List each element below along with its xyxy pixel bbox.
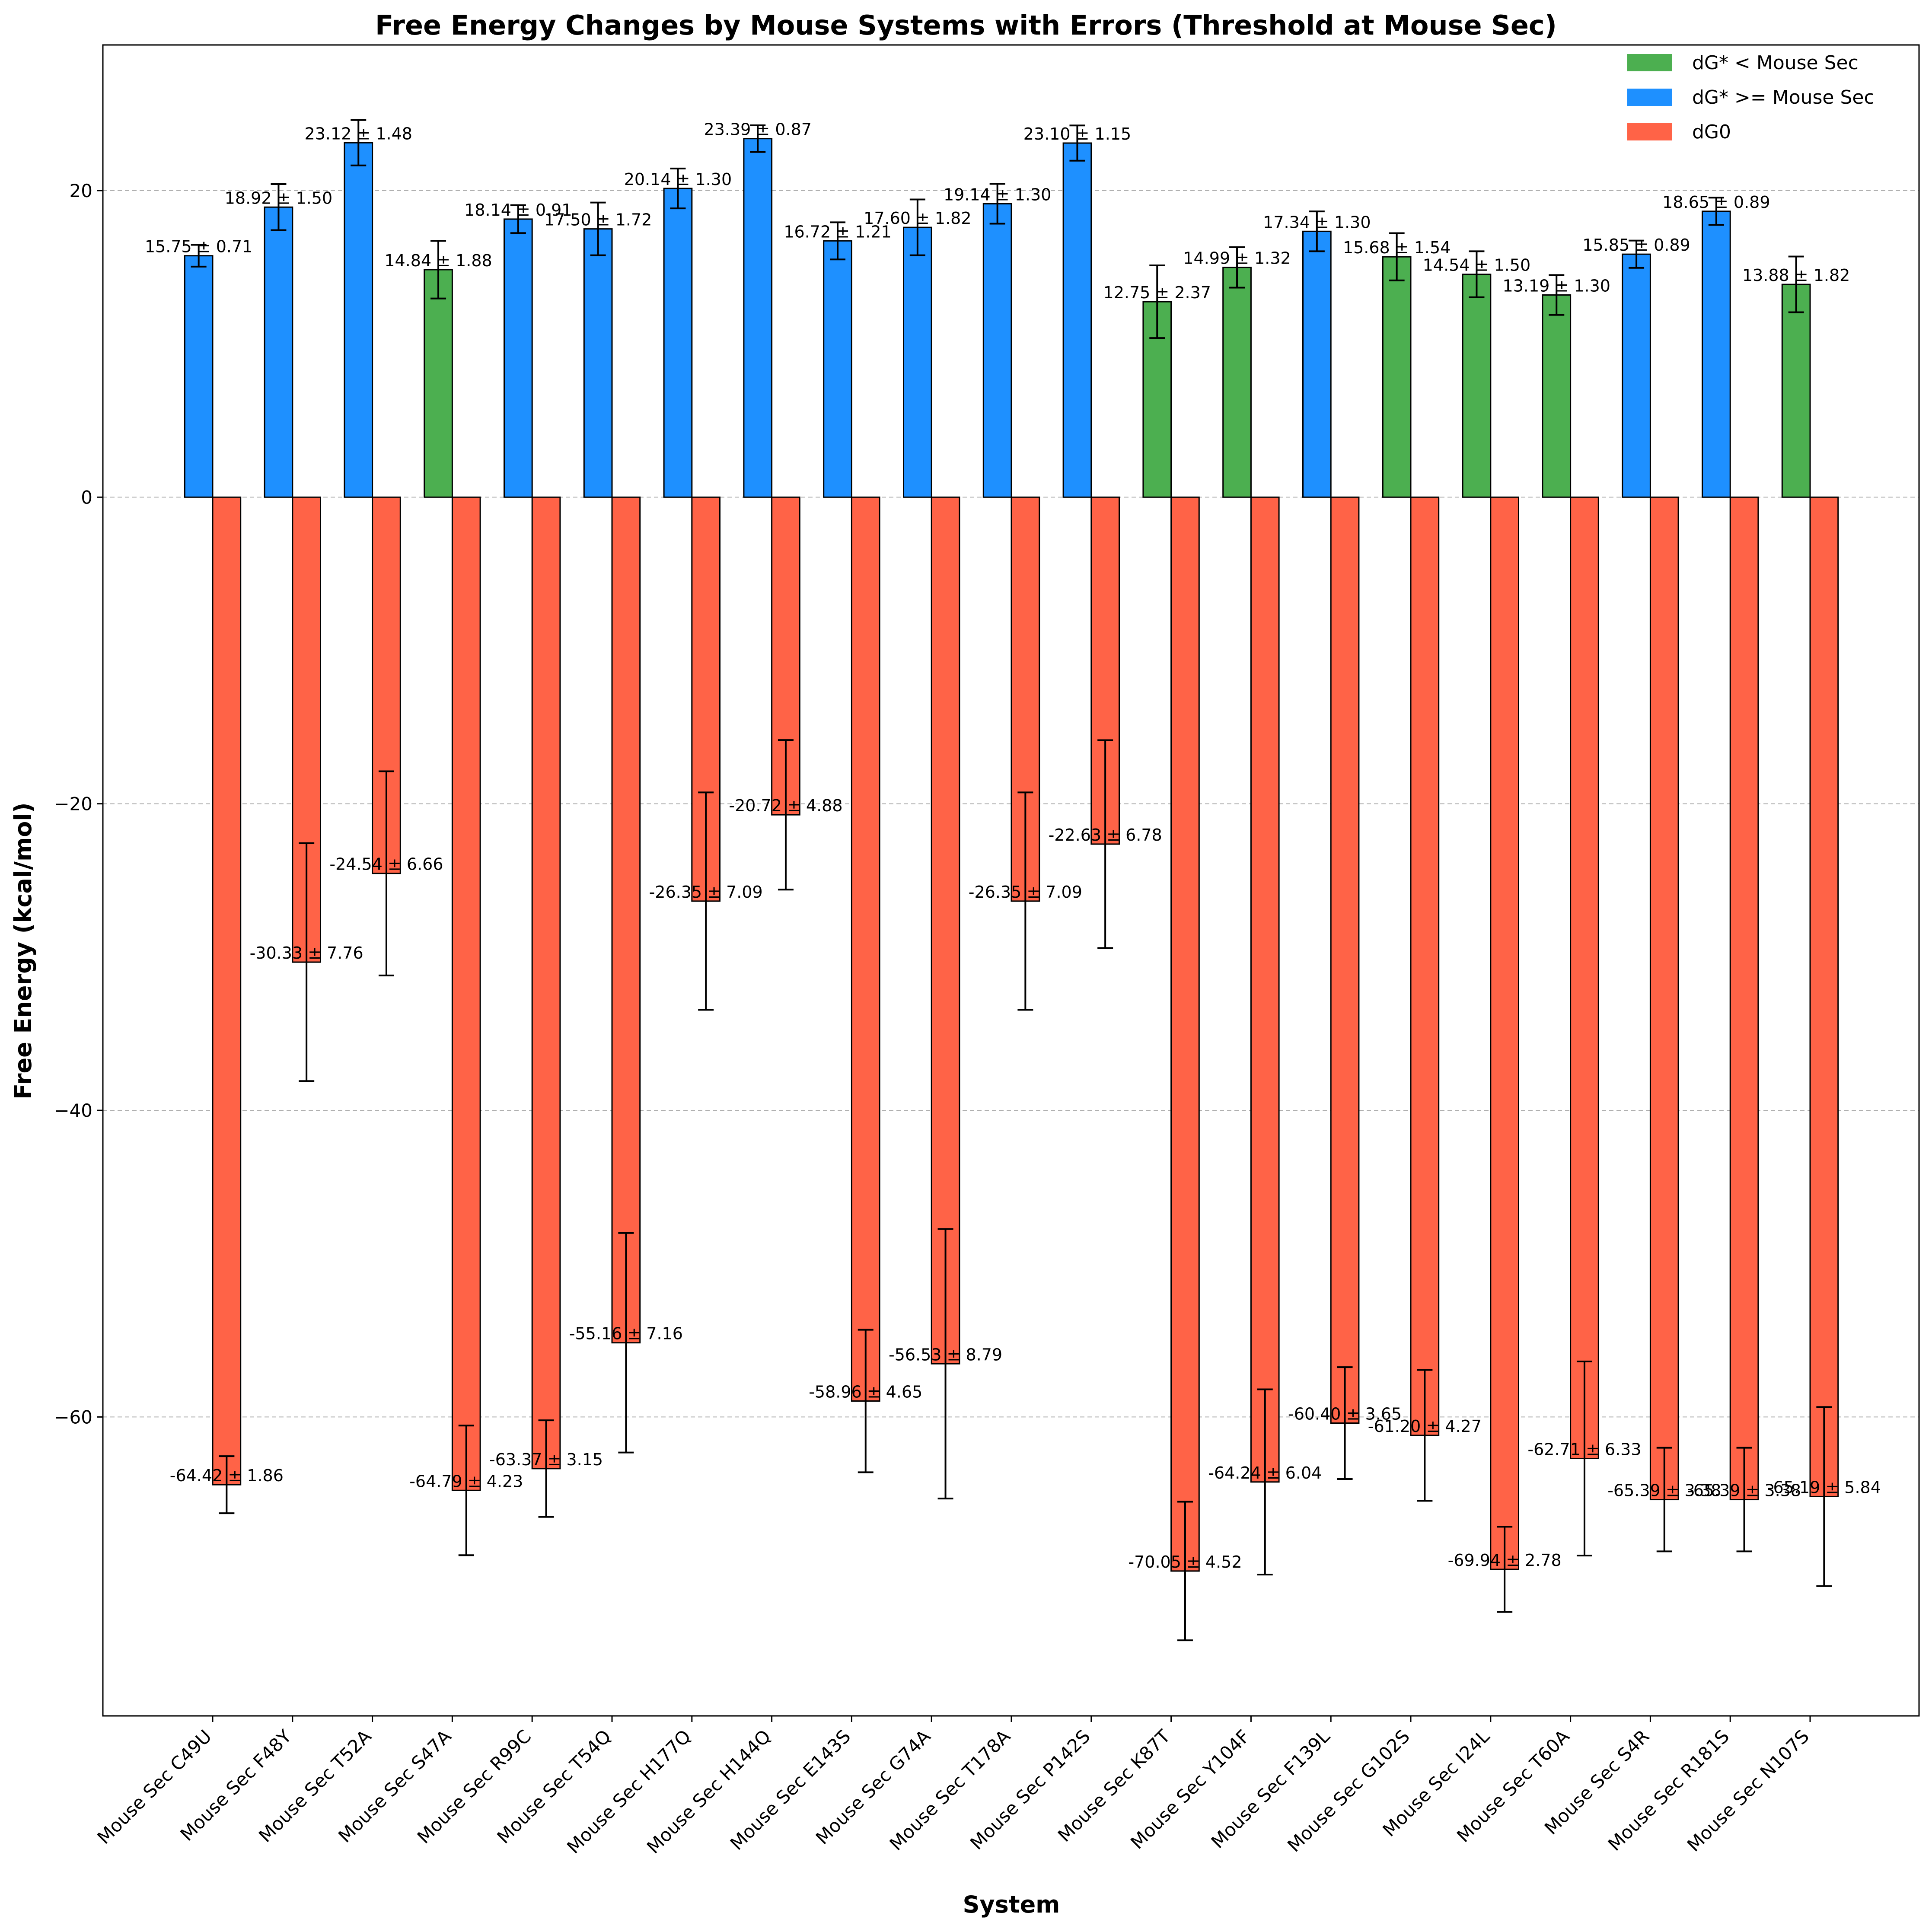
dg-star-value-label: 18.14 ± 0.91	[464, 201, 572, 220]
dg-star-bar	[743, 138, 773, 498]
legend-swatch	[1627, 89, 1672, 106]
dg0-bar	[931, 496, 960, 1365]
legend-swatch	[1627, 54, 1672, 71]
dg-star-bar	[1542, 294, 1572, 498]
dg-star-value-label: 15.75 ± 0.71	[145, 237, 252, 256]
dg-star-value-label: 23.12 ± 1.48	[305, 124, 412, 143]
legend: dG* < Mouse Sec dG* >= Mouse Sec dG0	[1627, 52, 1875, 143]
dg0-bar	[1490, 496, 1520, 1570]
dg-star-bar	[1702, 210, 1731, 498]
dg-star-bar	[1622, 253, 1651, 498]
dg0-value-label: -64.24 ± 6.04	[1208, 1463, 1322, 1482]
dg-star-bar	[583, 228, 613, 498]
dg-star-value-label: 16.72 ± 1.21	[784, 222, 891, 241]
dg0-bar	[1570, 496, 1599, 1459]
dg0-value-label: -69.94 ± 2.78	[1448, 1551, 1562, 1570]
y-tick-label: −20	[54, 794, 92, 815]
dg0-bar	[1649, 496, 1679, 1501]
legend-label: dG0	[1692, 121, 1731, 143]
y-tick-label: 0	[81, 487, 92, 508]
dg-star-bar	[504, 218, 533, 498]
dg0-value-label: -24.54 ± 6.66	[329, 855, 443, 874]
y-tick-label: 20	[70, 180, 92, 201]
dg-star-value-label: 15.85 ± 0.89	[1582, 236, 1690, 255]
dg-star-bar	[1462, 274, 1492, 498]
x-axis-title: System	[963, 1891, 1060, 1918]
dg0-bar	[1250, 496, 1280, 1483]
dg-star-value-label: 17.50 ± 1.72	[544, 210, 652, 230]
dg0-value-label: -62.71 ± 6.33	[1527, 1440, 1641, 1459]
dg-star-value-label: 12.75 ± 2.37	[1103, 283, 1211, 302]
dg-star-value-label: 19.14 ± 1.30	[944, 185, 1051, 204]
dg0-bar	[1330, 496, 1360, 1424]
legend-label: dG* < Mouse Sec	[1692, 52, 1859, 74]
dg-star-value-label: 18.65 ± 0.89	[1662, 193, 1770, 212]
dg-star-bar	[823, 240, 852, 498]
dg-star-bar	[184, 255, 214, 498]
dg-star-value-label: 18.92 ± 1.50	[225, 188, 332, 207]
legend-label: dG* >= Mouse Sec	[1692, 86, 1875, 108]
y-axis-ticks: −60 −40 −20 0 20	[54, 180, 103, 1428]
error-bars	[191, 119, 1832, 1642]
dg0-value-label: -26.35 ± 7.09	[969, 883, 1082, 902]
dg-star-bar	[1781, 284, 1811, 498]
dg-star-value-label: 14.99 ± 1.32	[1183, 249, 1291, 268]
bar-labels: 15.75 ± 0.71 -64.42 ± 1.86 18.92 ± 1.50 -30…	[145, 120, 1881, 1572]
dg-star-bar	[1302, 230, 1332, 498]
dg-star-bar	[1222, 267, 1252, 498]
dg-star-value-label: 23.10 ± 1.15	[1023, 124, 1131, 143]
dg-star-value-label: 17.60 ± 1.82	[864, 209, 971, 228]
dg-star-value-label: 23.39 ± 0.87	[704, 120, 812, 139]
dg-star-bar	[663, 188, 693, 498]
dg0-value-label: -64.79 ± 4.23	[409, 1472, 523, 1491]
dg0-value-label: -65.39 ± 3.38	[1607, 1481, 1721, 1500]
dg0-bar	[1170, 496, 1200, 1572]
y-axis-title: Free Energy (kcal/mol)	[10, 802, 37, 1099]
dg-star-value-label: 20.14 ± 1.30	[624, 170, 732, 189]
y-tick-label: −60	[54, 1406, 92, 1428]
dg0-value-label: -64.42 ± 1.86	[170, 1466, 284, 1485]
dg-star-bar	[982, 203, 1012, 498]
dg0-bar	[1729, 496, 1759, 1501]
dg0-bar	[611, 496, 641, 1344]
dg-star-value-label: 13.19 ± 1.30	[1503, 276, 1610, 295]
dg0-value-label: -60.40 ± 3.65	[1288, 1405, 1402, 1424]
dg0-value-label: -61.20 ± 4.27	[1368, 1417, 1482, 1436]
chart-title: Free Energy Changes by Mouse Systems wit…	[375, 10, 1557, 41]
dg-star-value-label: 14.54 ± 1.50	[1423, 256, 1530, 275]
dg0-bar	[1410, 496, 1440, 1436]
dg0-bar	[451, 496, 481, 1491]
dg-star-bar	[1382, 256, 1412, 498]
dg0-value-label: -58.96 ± 4.65	[809, 1382, 922, 1401]
dg-star-bar	[1062, 142, 1092, 498]
dg0-bar	[1809, 496, 1839, 1497]
dg0-value-label: -20.72 ± 4.88	[729, 796, 842, 815]
dg0-bar	[1090, 496, 1120, 845]
dg0-value-label: -65.39 ± 3.38	[1687, 1481, 1801, 1500]
dg-star-bar	[344, 142, 373, 498]
dg-star-bar	[424, 269, 453, 498]
dg0-value-label: -63.37 ± 3.15	[489, 1450, 603, 1469]
y-tick-label: −40	[54, 1100, 92, 1121]
dg-star-bar	[903, 226, 932, 498]
dg0-value-label: -70.05 ± 4.52	[1128, 1553, 1242, 1572]
dg-star-value-label: 15.68 ± 1.54	[1343, 238, 1451, 257]
bars	[184, 138, 1839, 1572]
dg0-bar	[212, 496, 242, 1486]
dg-star-bar	[264, 206, 293, 498]
dg-star-value-label: 17.34 ± 1.30	[1263, 213, 1371, 232]
dg0-bar	[531, 496, 561, 1470]
dg0-value-label: -30.33 ± 7.76	[250, 944, 363, 963]
dg0-value-label: -26.35 ± 7.09	[649, 883, 763, 902]
dg0-value-label: -56.53 ± 8.79	[889, 1345, 1002, 1364]
dg-star-value-label: 14.84 ± 1.88	[384, 251, 492, 270]
legend-swatch	[1627, 123, 1672, 140]
dg0-value-label: -55.16 ± 7.16	[569, 1324, 683, 1343]
dg0-bar	[851, 496, 880, 1402]
dg-star-value-label: 13.88 ± 1.82	[1742, 266, 1850, 285]
dg0-value-label: -22.63 ± 6.78	[1049, 826, 1162, 845]
dg0-value-label: -65.19 ± 5.84	[1767, 1478, 1881, 1497]
